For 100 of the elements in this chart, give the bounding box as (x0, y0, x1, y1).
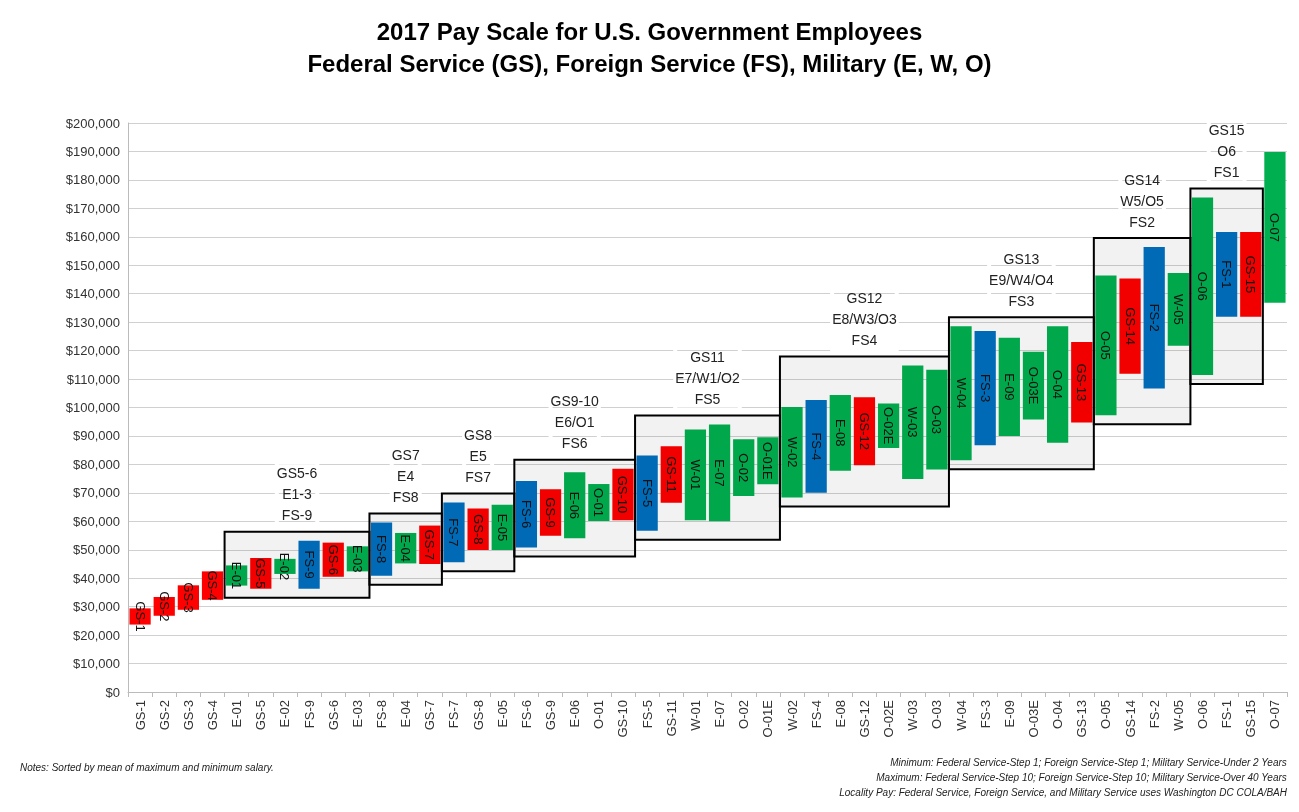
data-label: FS-4 (808, 432, 824, 461)
data-label: E-09 (1001, 373, 1017, 401)
x-tick-label: GS-9 (543, 700, 559, 731)
data-label: W-04 (953, 377, 969, 409)
data-label: GS-6 (325, 544, 341, 575)
x-tick-label: FS-3 (977, 700, 993, 729)
x-tick-label: E-07 (712, 700, 728, 728)
data-label: W-03 (905, 406, 921, 438)
y-tick-label: $180,000 (65, 172, 120, 188)
bar (708, 424, 731, 522)
data-label: E-07 (712, 459, 728, 487)
data-label: GS-7 (422, 529, 438, 560)
data-label: GS-11 (663, 456, 679, 493)
x-tick-label: GS-3 (180, 700, 196, 731)
y-tick-label: $70,000 (73, 485, 120, 501)
y-tick-label: $170,000 (65, 200, 120, 216)
data-label: FS-1 (1219, 260, 1235, 289)
data-label: E-04 (398, 534, 414, 562)
data-label: GS-3 (180, 582, 196, 613)
data-label: GS-8 (470, 514, 486, 545)
bar (805, 400, 827, 493)
text: Notes: Sorted by mean of maximum and minimum salary. (20, 761, 274, 773)
bar (1119, 278, 1141, 374)
data-label: GS-10 (615, 475, 631, 514)
data-label: FS-3 (977, 374, 993, 403)
data-label: O-04 (1050, 370, 1066, 399)
x-tick-label: E-06 (567, 700, 583, 728)
x-tick-label: O-03 (929, 700, 945, 729)
x-tick-label: FS-5 (639, 700, 655, 729)
y-tick-label: $110,000 (66, 371, 120, 387)
bar (1095, 275, 1117, 416)
y-tick-label: $140,000 (65, 286, 120, 302)
x-tick-label: GS-13 (1074, 700, 1090, 738)
band-label: GS9-10 E6/O1 FS6 (550, 393, 600, 452)
y-tick-label: $0 (105, 684, 120, 700)
x-tick-label: E-05 (494, 700, 510, 728)
chart-title: 2017 Pay Scale for U.S. Government Employees (376, 17, 923, 45)
bar (950, 326, 972, 461)
data-label: O-05 (1098, 330, 1114, 360)
data-label: O-02 (736, 453, 752, 483)
x-tick-label: E-02 (277, 700, 293, 728)
x-tick-label: O-04 (1050, 700, 1066, 729)
x-tick-label: GS-2 (156, 700, 172, 731)
data-label: GS-5 (253, 558, 269, 589)
data-label: FS-9 (301, 550, 317, 579)
x-tick-label: O-07 (1267, 700, 1283, 729)
x-tick-label: GS-1 (132, 700, 148, 731)
bar (902, 365, 924, 479)
y-tick-label: $50,000 (73, 542, 120, 558)
x-tick-label: GS-7 (422, 700, 438, 731)
y-tick-label: $200,000 (65, 115, 120, 131)
bar (443, 502, 465, 563)
x-tick-label: GS-6 (325, 700, 341, 731)
x-tick-label: O-01E (760, 699, 776, 738)
data-label: GS-2 (156, 591, 172, 622)
y-tick-label: $30,000 (73, 599, 120, 615)
y-tick-label: $190,000 (65, 143, 120, 159)
x-tick-label: E-01 (229, 700, 245, 728)
x-tick-label: O-05 (1098, 700, 1114, 729)
bar (636, 455, 658, 531)
band-label: GS14 W5/O5 FS2 (1120, 171, 1165, 230)
data-label: GS-14 (1122, 307, 1138, 345)
bar (974, 330, 996, 446)
x-tick-label: E-03 (349, 700, 365, 728)
data-label: GS-1 (132, 601, 148, 632)
x-tick-label: W-04 (953, 700, 969, 731)
x-tick-label: O-01 (591, 700, 607, 729)
data-label: E-03 (349, 545, 365, 573)
text: Locality Pay: Federal Service, Foreign Service, and Military Service uses Washington DC COLA/BAH (839, 786, 1288, 798)
data-label: O-03 (929, 405, 945, 435)
x-tick-label: FS-9 (301, 700, 317, 729)
bar (926, 369, 948, 470)
data-label: O-07 (1267, 212, 1283, 242)
data-label: E-06 (567, 491, 583, 520)
x-tick-label: O-02E (881, 699, 897, 738)
text: Maximum: Federal Service-Step 10; Foreign Service-Step 10; Military Service-Over 40 Years (876, 771, 1287, 783)
x-tick-label: W-02 (784, 700, 800, 731)
x-tick-label: FS-2 (1146, 700, 1162, 729)
data-label: W-02 (784, 436, 800, 468)
bar (781, 406, 803, 498)
x-tick-label: FS-6 (518, 700, 534, 729)
x-tick-label: FS-4 (808, 700, 824, 729)
data-label: W-05 (1170, 293, 1186, 325)
data-label: E-08 (832, 419, 848, 447)
data-label: O-03E (1025, 366, 1041, 405)
y-tick-label: $40,000 (73, 570, 120, 586)
data-label: E-05 (494, 513, 510, 542)
band-label: GS12 E8/W3/O3 FS4 (832, 289, 897, 348)
data-label: GS-13 (1074, 363, 1090, 402)
x-tick-label: O-06 (1194, 700, 1210, 729)
bar (298, 540, 320, 589)
data-label: O-01E (760, 442, 776, 480)
data-label: GS-4 (205, 570, 221, 601)
x-tick-label: FS-8 (374, 700, 390, 729)
data-label: O-02E (881, 406, 897, 445)
y-tick-label: $20,000 (73, 627, 120, 643)
x-tick-label: FS-7 (446, 700, 462, 729)
data-label: FS-5 (639, 479, 655, 508)
data-label: GS-9 (543, 497, 559, 528)
x-tick-label: GS-10 (615, 700, 631, 738)
